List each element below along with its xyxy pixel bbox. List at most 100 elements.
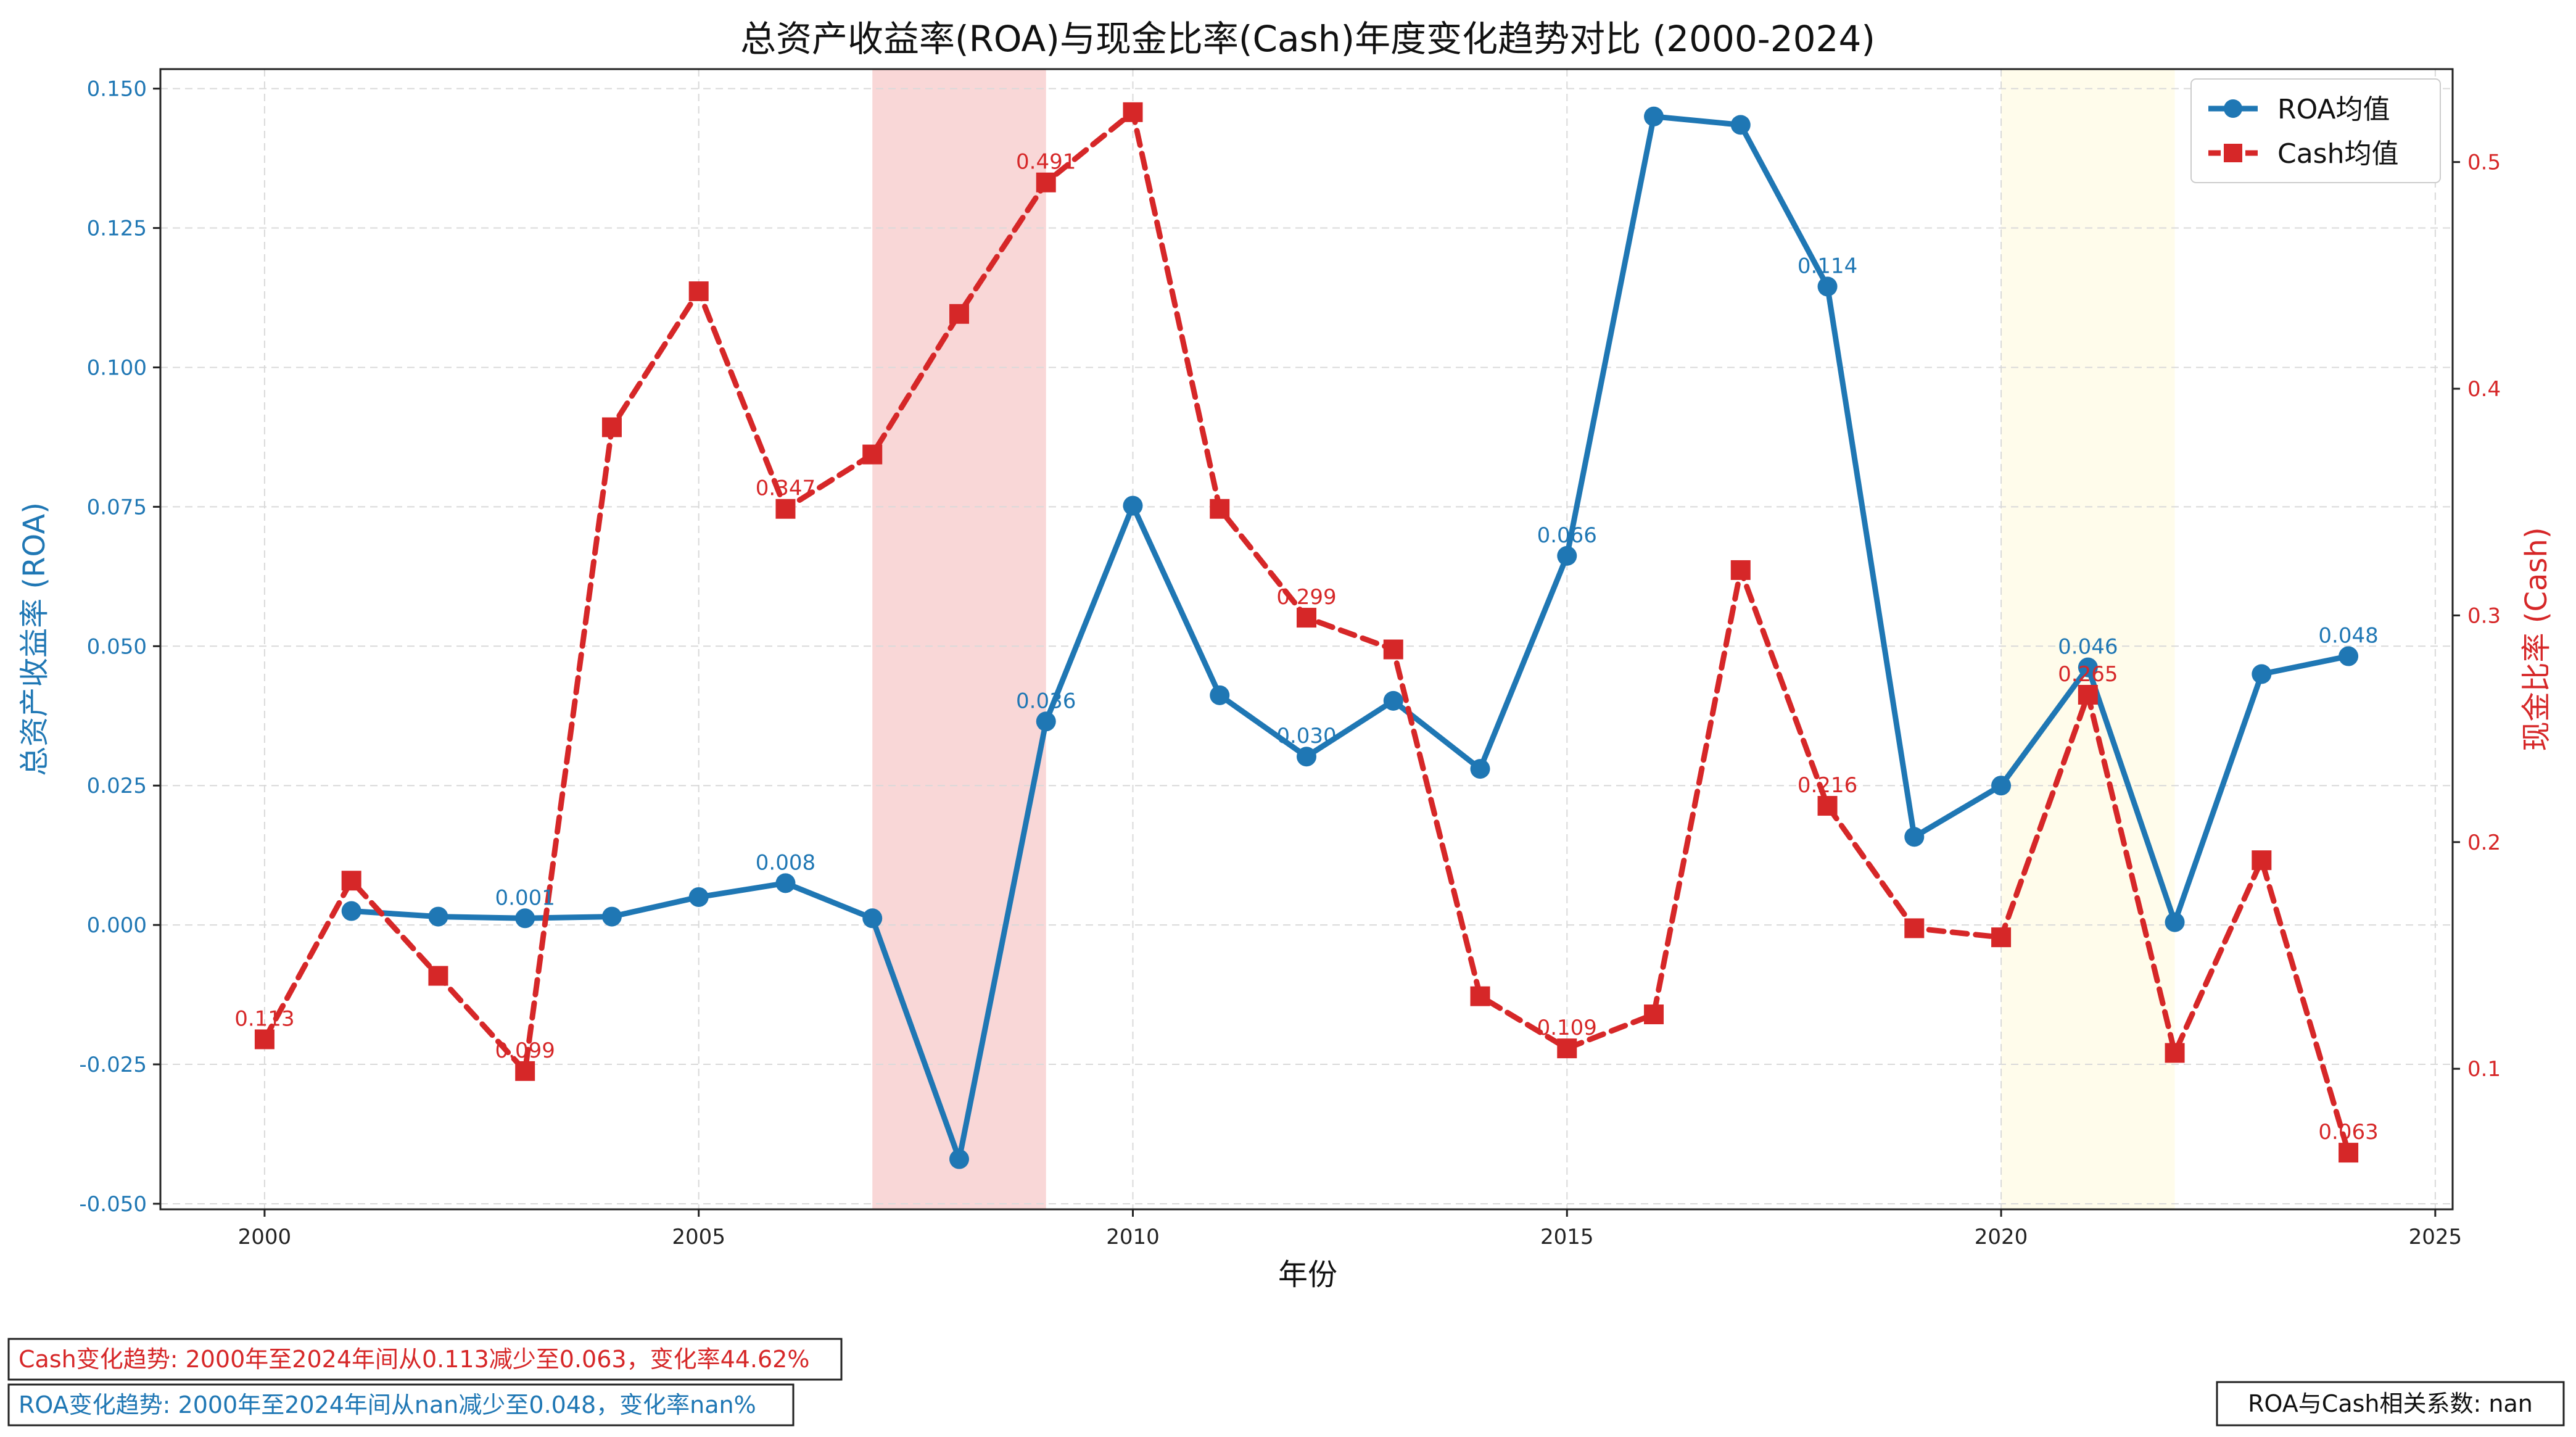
roa-series-line (349, 114, 2351, 1162)
roa-point (2165, 912, 2185, 932)
series-markers (254, 102, 2359, 1169)
roa-point (1817, 276, 1838, 297)
correlation-text: ROA与Cash相关系数: nan (2248, 1390, 2533, 1417)
y-left-tick-label: 0.050 (87, 634, 147, 659)
roa-point (1904, 827, 1925, 847)
y-left-tick-label: 0.025 (87, 774, 147, 798)
roa-point (949, 1149, 969, 1169)
cash-point (1904, 918, 1925, 938)
axes (153, 68, 2460, 1217)
cash-data-label: 0.216 (1798, 773, 1857, 798)
roa-data-label: 0.046 (2058, 635, 2118, 660)
legend-roa-marker (2224, 99, 2242, 118)
roa-point (1036, 711, 1056, 732)
cash-data-label: 0.099 (495, 1038, 555, 1063)
roa-data-label: 0.114 (1798, 254, 1857, 278)
roa-point (775, 873, 796, 893)
cash-data-label: 0.109 (1537, 1016, 1597, 1040)
y-left-tick-label: -0.050 (79, 1192, 147, 1217)
data-labels: 0.001 0.008 0.036 0.030 0.066 0.114 0.046 0.048… (234, 150, 2379, 1145)
cash-point (515, 1061, 535, 1081)
cash-trend-note: Cash变化趋势: 2000年至2024年间从0.113减少至0.063，变化率… (7, 1338, 843, 1381)
roa-data-label: 0.030 (1276, 724, 1336, 748)
cash-data-label: 0.491 (1016, 150, 1076, 175)
x-tick-label: 2005 (672, 1225, 725, 1249)
cash-point (428, 966, 448, 986)
y-axis-label-right: 现金比率 (Cash) (2519, 527, 2554, 751)
correlation-note: ROA与Cash相关系数: nan (2216, 1381, 2565, 1427)
cash-point (1470, 986, 1490, 1006)
tick-labels: 2000 2005 2010 2015 2020 2025 -0.050 -0.025 0.00… (79, 77, 2501, 1249)
cash-point (949, 304, 969, 324)
cash-point (1297, 608, 1316, 628)
highlight-span-red (872, 69, 1046, 1209)
x-tick-label: 2025 (2409, 1225, 2462, 1249)
x-tick-label: 2015 (1540, 1225, 1594, 1249)
cash-point (1730, 560, 1751, 580)
y-left-tick-label: 0.150 (87, 77, 147, 102)
cash-data-label: 0.347 (756, 476, 815, 501)
highlight-spans (872, 69, 2175, 1209)
y-left-tick-label: 0.125 (87, 217, 147, 241)
x-tick-label: 2010 (1106, 1225, 1160, 1249)
plot-frame (159, 68, 2454, 1211)
roa-point (2252, 664, 2272, 684)
roa-point (2339, 646, 2359, 666)
chart-title: 总资产收益率(ROA)与现金比率(Cash)年度变化趋势对比 (2000-202… (740, 18, 1875, 60)
cash-point (2339, 1143, 2359, 1163)
cash-point (1644, 1004, 1664, 1025)
roa-trend-note: ROA变化趋势: 2000年至2024年间从nan减少至0.048，变化率nan… (7, 1383, 795, 1427)
roa-point (601, 906, 622, 927)
roa-point (688, 887, 709, 907)
roa-point (1123, 495, 1143, 516)
x-tick-label: 2000 (238, 1225, 292, 1249)
x-axis-label: 年份 (1278, 1257, 1337, 1292)
roa-point (1644, 106, 1664, 126)
cash-point (1557, 1038, 1577, 1059)
y-left-tick-label: 0.100 (87, 355, 147, 380)
cash-point (1036, 172, 1056, 193)
cash-point (1210, 499, 1230, 519)
roa-point (1210, 685, 1230, 705)
roa-point (1991, 776, 2012, 796)
cash-data-label: 0.265 (2058, 662, 2118, 687)
cash-point (1991, 927, 2012, 948)
roa-point (862, 908, 883, 929)
roa-point (2078, 657, 2098, 677)
cash-point (862, 444, 883, 465)
roa-data-label: 0.048 (2318, 624, 2378, 648)
roa-data-label: 0.008 (756, 850, 815, 875)
cash-point (2252, 850, 2272, 871)
cash-data-label: 0.113 (234, 1006, 294, 1031)
cash-data-label: 0.063 (2318, 1120, 2378, 1145)
roa-point (1383, 690, 1403, 711)
roa-point (341, 901, 361, 921)
correlation-box (2216, 1381, 2565, 1427)
cash-point (1123, 102, 1143, 122)
cash-point (601, 417, 622, 437)
y-left-tick-label: 0.000 (87, 913, 147, 938)
cash-trend-box (7, 1338, 843, 1381)
roa-data-label: 0.066 (1537, 523, 1597, 548)
roa-trend-text: ROA变化趋势: 2000年至2024年间从nan减少至0.048，变化率nan… (19, 1391, 756, 1418)
highlight-span-yellow (2001, 69, 2175, 1209)
legend-cash-label: Cash均值 (2277, 138, 2399, 170)
roa-point (1557, 545, 1577, 566)
legend-cash-marker (2224, 144, 2242, 162)
y-right-tick-label: 0.4 (2467, 377, 2501, 402)
roa-point (515, 908, 535, 929)
y-left-tick-label: -0.025 (79, 1053, 147, 1077)
cash-point (254, 1029, 275, 1050)
roa-point (1730, 115, 1751, 135)
y-right-tick-label: 0.5 (2467, 151, 2501, 175)
cash-point (775, 499, 796, 519)
cash-point (1817, 796, 1838, 816)
roa-point (1470, 759, 1490, 779)
cash-point (341, 871, 361, 891)
cash-point (2078, 685, 2098, 705)
legend-frame (2190, 78, 2441, 183)
roa-data-label: 0.036 (1016, 689, 1076, 713)
cash-point (1383, 639, 1403, 660)
y-right-tick-label: 0.3 (2467, 603, 2501, 628)
